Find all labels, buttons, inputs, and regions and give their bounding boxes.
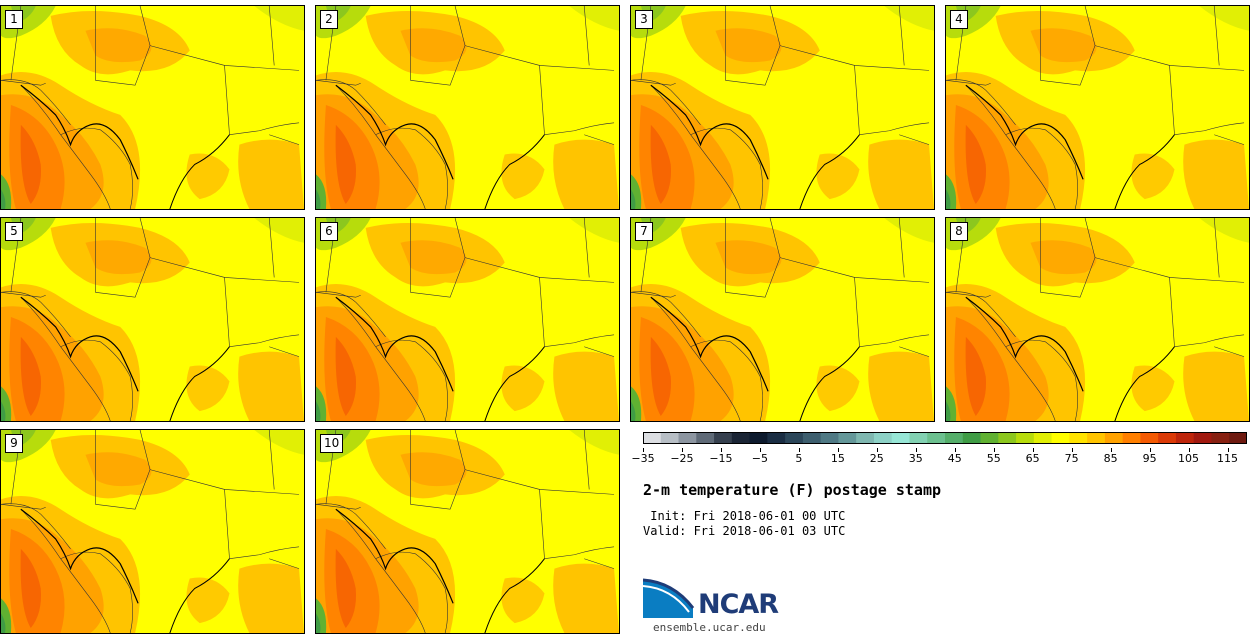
logo-text: NCAR xyxy=(698,589,779,620)
colorbar-segment xyxy=(767,432,786,444)
colorbar-segment xyxy=(909,432,928,444)
colorbar-segment xyxy=(678,432,697,444)
colorbar-tick-mark xyxy=(876,448,878,452)
colorbar-segment xyxy=(927,432,946,444)
forecast-map-panel: 3 xyxy=(630,5,935,210)
member-label: 10 xyxy=(320,434,344,453)
colorbar-tick-label: −25 xyxy=(670,452,694,465)
colorbar-segment xyxy=(856,432,875,444)
colorbar-segment xyxy=(696,432,715,444)
colorbar-segment xyxy=(1140,432,1159,444)
ncar-logo-icon xyxy=(643,578,695,618)
forecast-map-panel: 2 xyxy=(315,5,620,210)
colorbar-tick-label: 65 xyxy=(1025,452,1040,465)
colorbar-tick-label: 25 xyxy=(869,452,884,465)
colorbar-tick-label: 75 xyxy=(1064,452,1079,465)
colorbar-segment xyxy=(998,432,1017,444)
plot-title: 2-m temperature (F) postage stamp xyxy=(643,481,942,499)
colorbar-segment xyxy=(643,432,662,444)
forecast-map-panel: 5 xyxy=(0,217,305,422)
colorbar-segment xyxy=(1193,432,1212,444)
colorbar-segment xyxy=(731,432,751,444)
valid-time: Valid: Fri 2018-06-01 03 UTC xyxy=(643,524,846,538)
colorbar-tick-label: 95 xyxy=(1142,452,1157,465)
colorbar-segment xyxy=(962,432,982,444)
colorbar-tick-mark xyxy=(720,448,722,452)
member-label: 5 xyxy=(5,222,23,241)
colorbar-segment xyxy=(1211,432,1230,444)
colorbar-tick-label: −35 xyxy=(631,452,655,465)
logo-url: ensemble.ucar.edu xyxy=(653,621,766,634)
colorbar-tick-label: 85 xyxy=(1103,452,1118,465)
colorbar-segment xyxy=(838,432,857,444)
forecast-map-panel: 1 xyxy=(0,5,305,210)
forecast-map-panel: 4 xyxy=(945,5,1250,210)
colorbar-segment xyxy=(660,432,680,444)
colorbar-tick-mark xyxy=(643,448,644,452)
colorbar-tick-mark xyxy=(1071,448,1073,452)
forecast-map-panel: 7 xyxy=(630,217,935,422)
member-label: 7 xyxy=(635,222,653,241)
colorbar-tick-mark xyxy=(954,448,956,452)
colorbar-segment xyxy=(1051,432,1070,444)
colorbar-segment xyxy=(945,432,964,444)
colorbar-segment xyxy=(1122,432,1141,444)
forecast-map-panel: 8 xyxy=(945,217,1250,422)
forecast-map-panel: 6 xyxy=(315,217,620,422)
colorbar-tick-mark xyxy=(1188,448,1190,452)
colorbar-segment xyxy=(980,432,999,444)
colorbar-tick-label: −15 xyxy=(709,452,733,465)
forecast-map-panel: 9 xyxy=(0,429,305,634)
colorbar-tick-mark xyxy=(837,448,839,452)
colorbar-segment xyxy=(714,432,733,444)
colorbar-segment xyxy=(820,432,839,444)
colorbar-segment xyxy=(1229,432,1247,444)
init-time: Init: Fri 2018-06-01 00 UTC xyxy=(643,509,846,523)
colorbar-ticks: −35 −25 −15 −5 5 15 25 35 45 55 65 75 85 95 105 115 xyxy=(631,448,1247,468)
colorbar-tick-label: 45 xyxy=(947,452,962,465)
colorbar-segment xyxy=(873,432,893,444)
member-label: 4 xyxy=(950,10,968,29)
colorbar xyxy=(643,432,1247,444)
colorbar-tick-label: 5 xyxy=(795,452,803,465)
colorbar-segment xyxy=(1104,432,1124,444)
member-label: 3 xyxy=(635,10,653,29)
colorbar-segment xyxy=(1069,432,1088,444)
member-label: 9 xyxy=(5,434,23,453)
member-label: 6 xyxy=(320,222,338,241)
colorbar-tick-mark xyxy=(681,448,683,452)
colorbar-segment xyxy=(785,432,804,444)
colorbar-tick-mark xyxy=(1227,448,1229,452)
colorbar-tick-mark xyxy=(1110,448,1112,452)
colorbar-segment xyxy=(1087,432,1106,444)
colorbar-tick-mark xyxy=(759,448,761,452)
member-label: 1 xyxy=(5,10,23,29)
colorbar-tick-label: 35 xyxy=(908,452,923,465)
colorbar-tick-label: 15 xyxy=(830,452,845,465)
member-label: 8 xyxy=(950,222,968,241)
colorbar-tick-mark xyxy=(915,448,917,452)
colorbar-tick-mark xyxy=(1032,448,1034,452)
colorbar-tick-label: 55 xyxy=(986,452,1001,465)
colorbar-tick-mark xyxy=(1149,448,1151,452)
colorbar-tick-mark xyxy=(993,448,995,452)
forecast-map-panel: 10 xyxy=(315,429,620,634)
colorbar-segment xyxy=(1158,432,1177,444)
colorbar-segment xyxy=(1033,432,1053,444)
colorbar-segment xyxy=(802,432,822,444)
colorbar-tick-label: 115 xyxy=(1217,452,1239,465)
colorbar-segment xyxy=(891,432,910,444)
colorbar-segment xyxy=(749,432,768,444)
colorbar-segment xyxy=(1016,432,1035,444)
colorbar-tick-label: 105 xyxy=(1178,452,1200,465)
member-label: 2 xyxy=(320,10,338,29)
colorbar-tick-mark xyxy=(798,448,800,452)
colorbar-tick-label: −5 xyxy=(751,452,768,465)
colorbar-segment xyxy=(1175,432,1195,444)
